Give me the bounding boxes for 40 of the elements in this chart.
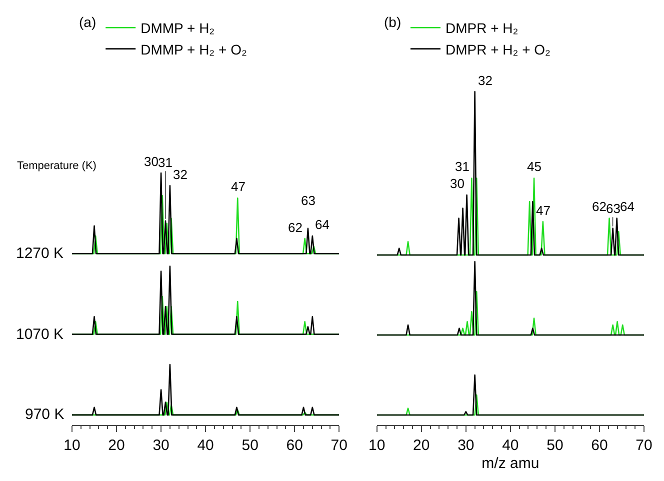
x-tick-label: 70 xyxy=(330,437,348,454)
annotation: 30 xyxy=(450,176,464,191)
annotation: 1270 K xyxy=(16,245,64,262)
annotation: 45 xyxy=(527,159,542,174)
x-tick-label: 20 xyxy=(413,437,430,454)
x-tick-label: 30 xyxy=(152,437,170,454)
annotation: 64 xyxy=(315,217,330,232)
x-tick-label: 70 xyxy=(636,437,652,454)
x-tick-label: 30 xyxy=(458,437,474,454)
annotation: 62 xyxy=(288,220,302,235)
annotation: 32 xyxy=(173,167,188,182)
annotation: 31 xyxy=(455,159,470,174)
legend-label: DMMP + H₂ + O₂ xyxy=(140,41,247,58)
legend-label: DMPR + H₂ + O₂ xyxy=(445,41,550,58)
x-tick-label: 60 xyxy=(591,437,608,454)
annotation: 63 xyxy=(301,193,316,208)
annotation: 32 xyxy=(478,73,492,88)
annotation: 1070 K xyxy=(16,326,64,343)
x-tick-label: 60 xyxy=(286,437,303,454)
text: Temperature (K) xyxy=(17,160,96,172)
x-tick-label: 40 xyxy=(197,437,214,454)
legend-label: DMPR + H₂ xyxy=(445,20,518,36)
chart-title: (b) xyxy=(384,14,402,30)
annotation: 63 xyxy=(606,201,620,216)
legend-label: DMMP + H₂ xyxy=(140,20,215,36)
annotation: 31 xyxy=(158,155,172,170)
x-tick-label: 10 xyxy=(64,437,80,454)
annotation: 47 xyxy=(231,179,246,194)
chart-title: (a) xyxy=(79,14,96,30)
x-axis-title: m/z amu xyxy=(482,455,540,472)
annotation: 64 xyxy=(620,199,634,214)
annotation: 30 xyxy=(144,154,158,169)
x-tick-label: 50 xyxy=(242,437,258,454)
x-tick-label: 10 xyxy=(368,437,386,454)
annotation: 970 K xyxy=(25,406,64,423)
annotation: 62 xyxy=(592,199,606,214)
x-tick-label: 40 xyxy=(502,437,519,454)
annotation: 47 xyxy=(536,203,550,218)
x-tick-label: 20 xyxy=(108,437,125,454)
x-tick-label: 50 xyxy=(546,437,564,454)
